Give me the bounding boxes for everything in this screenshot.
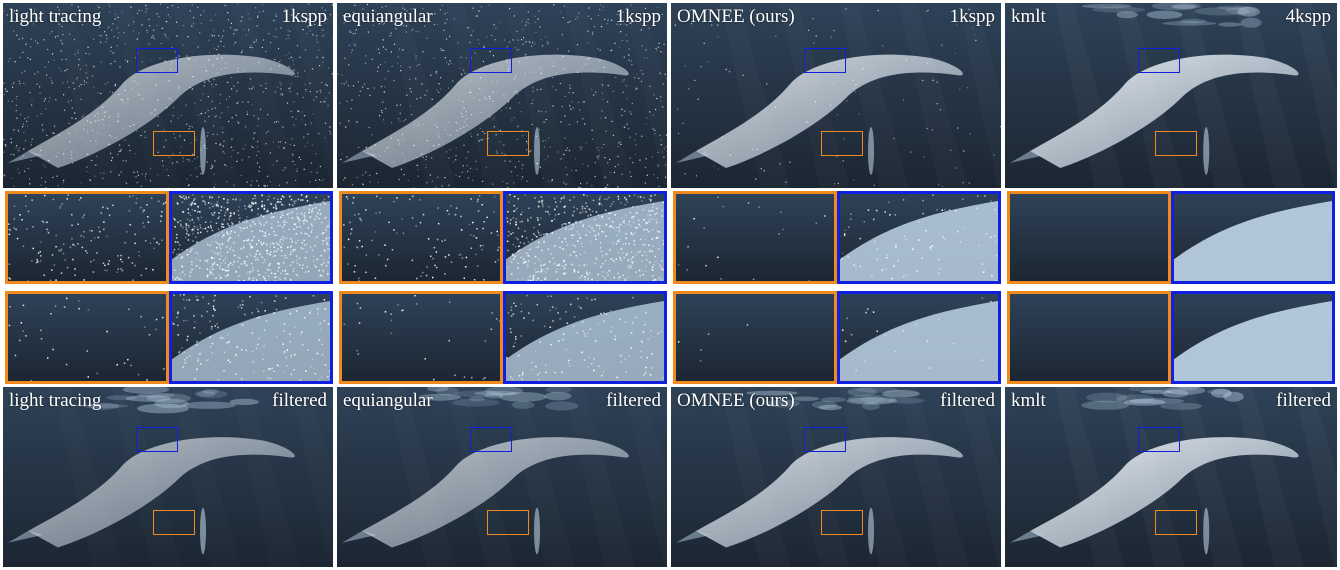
method-label: OMNEE (ours) — [677, 390, 795, 411]
render-top-kmlt: kmlt 4kspp — [1005, 3, 1337, 188]
blue-zoom-marker — [470, 48, 512, 73]
render-bottom-equiangular: equiangular filtered — [337, 387, 667, 567]
method-label: OMNEE (ours) — [677, 6, 795, 27]
blue-crop-filtered — [1171, 291, 1335, 384]
render-image — [676, 194, 834, 281]
render-image — [1010, 294, 1168, 381]
orange-zoom-marker — [821, 510, 863, 535]
render-top-equiangular: equiangular 1kspp — [337, 3, 667, 188]
orange-zoom-marker — [487, 510, 529, 535]
render-bottom-light-tracing: light tracing filtered — [3, 387, 333, 567]
orange-zoom-marker — [1155, 131, 1197, 156]
render-bottom-kmlt: kmlt filtered — [1005, 387, 1337, 567]
filter-label: filtered — [940, 390, 995, 411]
blue-crop-unfiltered — [1171, 191, 1335, 284]
render-image — [1010, 194, 1168, 281]
filter-label: filtered — [606, 390, 661, 411]
orange-zoom-marker — [153, 131, 195, 156]
render-image — [337, 387, 667, 567]
blue-crop-unfiltered — [503, 191, 667, 284]
render-image — [337, 3, 667, 188]
orange-zoom-marker — [153, 510, 195, 535]
orange-crop-filtered — [5, 291, 169, 384]
blue-crop-filtered — [837, 291, 1001, 384]
blue-crop-filtered — [169, 291, 333, 384]
method-label: light tracing — [9, 390, 102, 411]
render-image — [1005, 387, 1337, 567]
render-top-omnee: OMNEE (ours) 1kspp — [671, 3, 1001, 188]
render-image — [1005, 3, 1337, 188]
render-top-light-tracing: light tracing 1kspp — [3, 3, 333, 188]
method-label: equiangular — [343, 390, 433, 411]
orange-zoom-marker — [487, 131, 529, 156]
filter-label: filtered — [1276, 390, 1331, 411]
orange-crop-filtered — [673, 291, 837, 384]
render-image — [172, 294, 330, 381]
spp-label: 1kspp — [949, 6, 995, 27]
render-image — [506, 294, 664, 381]
method-label: kmlt — [1011, 390, 1046, 411]
blue-crop-unfiltered — [837, 191, 1001, 284]
orange-crop-unfiltered — [339, 191, 503, 284]
orange-crop-unfiltered — [673, 191, 837, 284]
render-image — [3, 3, 333, 188]
blue-zoom-marker — [136, 48, 178, 73]
blue-zoom-marker — [1138, 427, 1180, 452]
render-image — [671, 3, 1001, 188]
render-image — [671, 387, 1001, 567]
blue-zoom-marker — [804, 48, 846, 73]
blue-crop-filtered — [503, 291, 667, 384]
render-image — [3, 387, 333, 567]
method-label: equiangular — [343, 6, 433, 27]
orange-zoom-marker — [1155, 510, 1197, 535]
orange-zoom-marker — [821, 131, 863, 156]
render-image — [342, 194, 500, 281]
orange-crop-unfiltered — [1007, 191, 1171, 284]
spp-label: 1kspp — [615, 6, 661, 27]
render-image — [506, 194, 664, 281]
render-image — [676, 294, 834, 381]
blue-crop-unfiltered — [169, 191, 333, 284]
render-image — [840, 194, 998, 281]
render-image — [172, 194, 330, 281]
render-image — [342, 294, 500, 381]
orange-crop-unfiltered — [5, 191, 169, 284]
blue-zoom-marker — [470, 427, 512, 452]
render-image — [840, 294, 998, 381]
render-image — [8, 194, 166, 281]
spp-label: 1kspp — [281, 6, 327, 27]
method-label: kmlt — [1011, 6, 1046, 27]
orange-crop-filtered — [339, 291, 503, 384]
spp-label: 4kspp — [1285, 6, 1331, 27]
render-image — [1174, 294, 1332, 381]
blue-zoom-marker — [804, 427, 846, 452]
method-label: light tracing — [9, 6, 102, 27]
render-bottom-omnee: OMNEE (ours) filtered — [671, 387, 1001, 567]
filter-label: filtered — [272, 390, 327, 411]
blue-zoom-marker — [136, 427, 178, 452]
orange-crop-filtered — [1007, 291, 1171, 384]
blue-zoom-marker — [1138, 48, 1180, 73]
render-image — [8, 294, 166, 381]
render-image — [1174, 194, 1332, 281]
